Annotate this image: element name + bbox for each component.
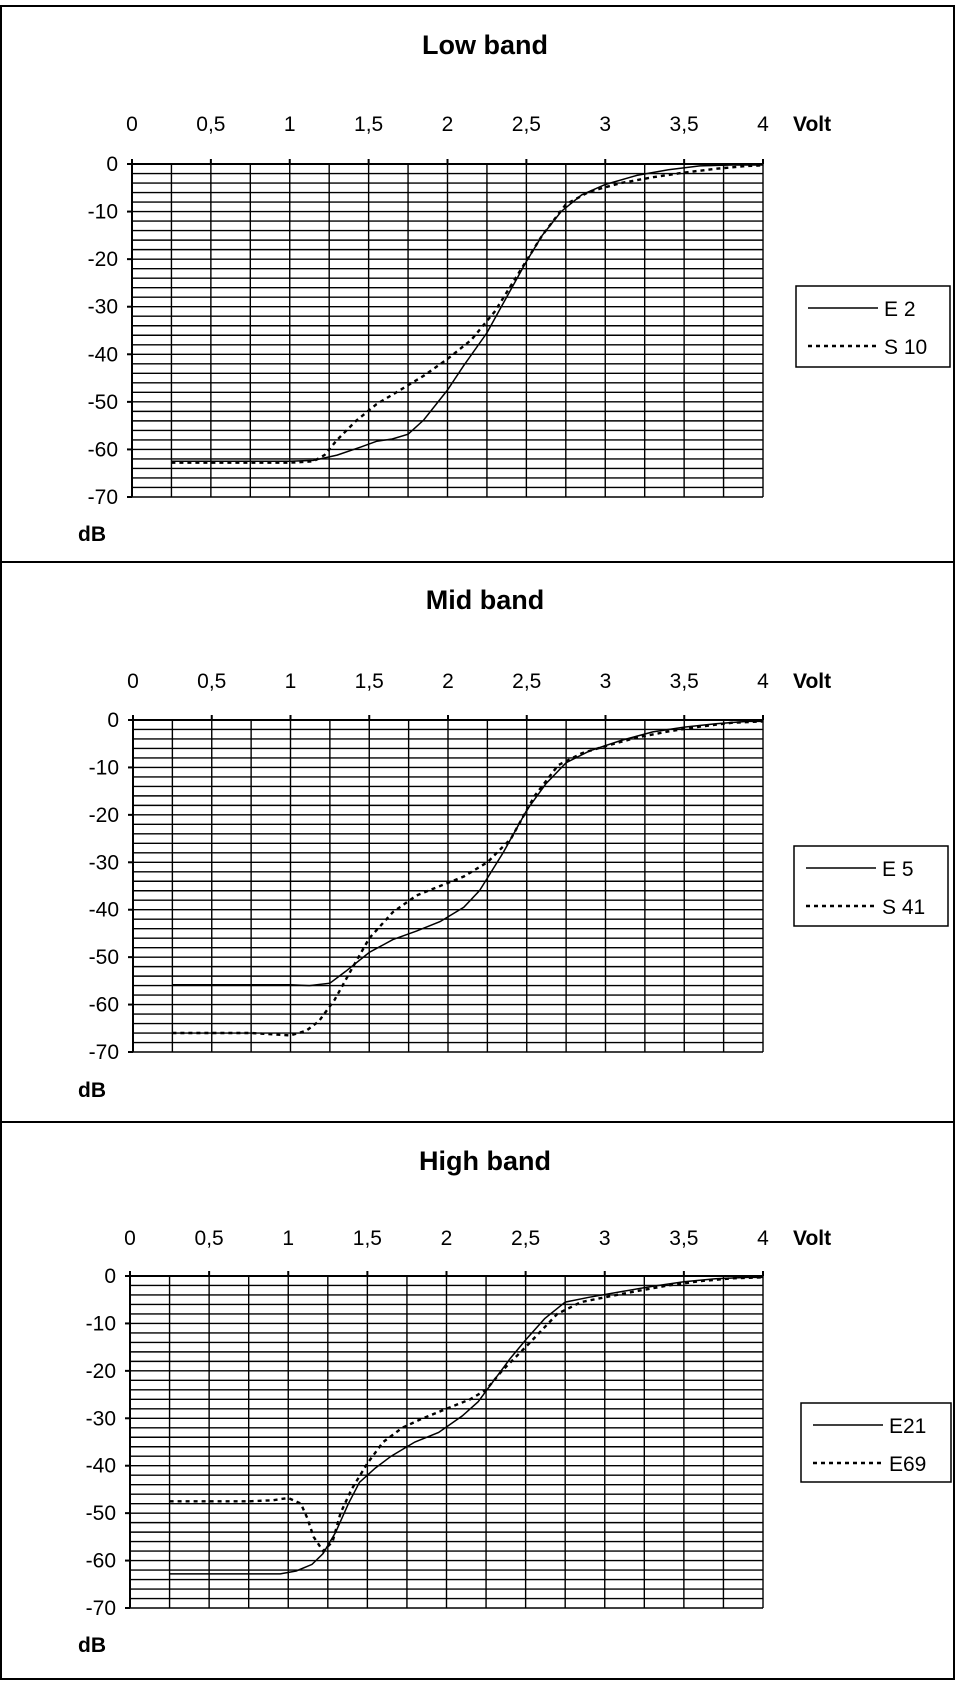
x-tick-label: 1 (282, 1227, 294, 1250)
legend-label: S 41 (882, 896, 925, 919)
y-axis-label: dB (78, 1079, 106, 1102)
y-tick-label: -10 (86, 1312, 116, 1335)
x-tick-label: 1,5 (355, 670, 384, 693)
y-tick-label: 0 (104, 1265, 116, 1288)
x-tick-label: 0,5 (197, 670, 226, 693)
x-tick-label: 4 (757, 1227, 769, 1250)
series-line-1 (172, 720, 763, 987)
x-tick-label: 3 (600, 670, 612, 693)
y-tick-label: 0 (107, 709, 119, 732)
x-tick-label: 2 (442, 670, 454, 693)
legend-box (795, 285, 951, 368)
y-tick-label: -10 (88, 201, 118, 224)
x-tick-label: 4 (757, 113, 769, 136)
y-tick-label: -10 (89, 756, 119, 779)
y-tick-label: -20 (88, 248, 118, 271)
x-tick-label: 0 (126, 113, 138, 136)
y-axis-label: dB (78, 523, 106, 546)
x-tick-label: 3 (599, 113, 611, 136)
series-line-2 (172, 720, 764, 1037)
x-tick-label: 1 (285, 670, 297, 693)
y-tick-label: -30 (86, 1407, 116, 1430)
x-tick-label: 1 (284, 113, 296, 136)
y-axis-label: dB (78, 1634, 106, 1657)
x-tick-label: 1,5 (353, 1227, 382, 1250)
legend-box (800, 1402, 952, 1483)
panel-frame (0, 561, 955, 1123)
chart-panel-3: High band 0 0,5 1 1,5 2 2,5 3 3,5 4 Volt 0 -10 -20 -30… (0, 1121, 955, 1680)
x-tick-label: 2,5 (512, 113, 541, 136)
y-tick-label: -70 (89, 1041, 119, 1064)
legend-label: S 10 (884, 336, 927, 359)
y-tick-label: -20 (89, 804, 119, 827)
legend: E 2 S 10 (795, 285, 951, 368)
x-tick-label: 0,5 (195, 1227, 224, 1250)
y-tick-label: -60 (88, 438, 118, 461)
series-line-2 (169, 1276, 764, 1553)
panel-frame (0, 5, 955, 563)
y-tick-label: -70 (86, 1597, 116, 1620)
y-tick-label: -60 (86, 1550, 116, 1573)
x-tick-label: 2,5 (511, 1227, 540, 1250)
legend-box (793, 845, 949, 927)
y-tick-label: -50 (86, 1502, 116, 1525)
y-tick-label: -50 (89, 946, 119, 969)
legend: E21 E69 (800, 1402, 952, 1483)
x-axis-label: Volt (793, 670, 831, 693)
panel-frame (0, 1121, 955, 1680)
y-tick-label: -40 (86, 1455, 116, 1478)
series-line-2 (171, 164, 764, 464)
chart-title: Mid band (426, 585, 544, 615)
y-tick-label: -30 (88, 296, 118, 319)
y-tick-label: -70 (88, 486, 118, 509)
x-tick-label: 1,5 (354, 113, 383, 136)
grid (132, 719, 764, 1053)
legend-label: E 2 (884, 298, 916, 321)
y-tick-label: -20 (86, 1360, 116, 1383)
chart-panel-2: Mid band 0 0,5 1 1,5 2 2,5 3 3,5 4 Volt 0 -10 -20 -30 -… (0, 561, 955, 1123)
y-tick-label: -60 (89, 994, 119, 1017)
y-tick-label: -50 (88, 391, 118, 414)
y-tick-label: -40 (89, 899, 119, 922)
x-tick-label: 4 (757, 670, 769, 693)
x-tick-label: 0,5 (196, 113, 225, 136)
x-tick-label: 2,5 (512, 670, 541, 693)
x-axis-label: Volt (793, 1227, 831, 1250)
series-line-1 (171, 164, 763, 463)
series-line-1 (169, 1276, 763, 1575)
chart-title: High band (419, 1146, 551, 1176)
y-tick-label: 0 (106, 153, 118, 176)
y-tick-label: -30 (89, 851, 119, 874)
legend-label: E69 (889, 1453, 926, 1476)
x-tick-label: 2 (441, 1227, 453, 1250)
x-tick-label: 3,5 (669, 1227, 698, 1250)
legend-label: E21 (889, 1415, 926, 1438)
x-tick-label: 0 (127, 670, 139, 693)
y-tick-label: -40 (88, 343, 118, 366)
x-tick-label: 3,5 (670, 670, 699, 693)
x-tick-label: 0 (124, 1227, 136, 1250)
x-axis-label: Volt (793, 113, 831, 136)
x-tick-label: 2 (442, 113, 454, 136)
chart-title: Low band (422, 30, 548, 60)
legend-label: E 5 (882, 858, 914, 881)
x-tick-label: 3,5 (670, 113, 699, 136)
legend: E 5 S 41 (793, 845, 949, 927)
chart-panel-1: Low band 0 0,5 1 1,5 2 2,5 3 3,5 4 Volt 0 -10 -20 -30 -… (0, 5, 955, 563)
x-tick-label: 3 (599, 1227, 611, 1250)
